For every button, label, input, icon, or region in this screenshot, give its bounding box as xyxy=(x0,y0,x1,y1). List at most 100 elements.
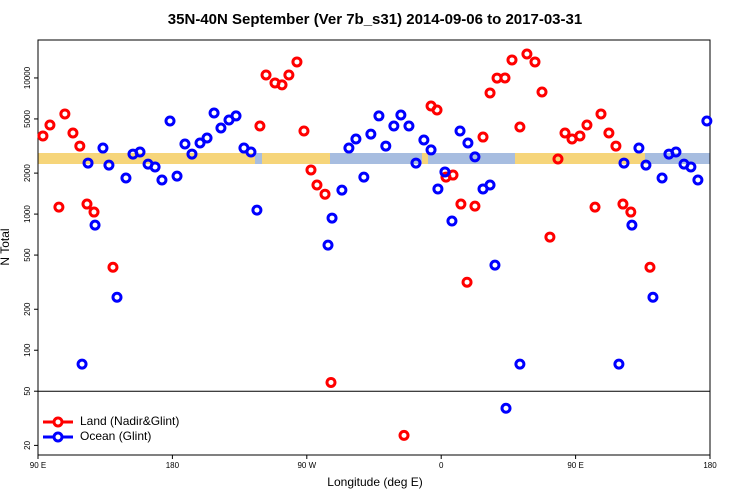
point xyxy=(469,151,481,163)
y-tick-label: 20 xyxy=(23,440,32,449)
point xyxy=(81,198,93,210)
point xyxy=(500,402,512,414)
point xyxy=(477,131,489,143)
point xyxy=(208,107,220,119)
point xyxy=(82,157,94,169)
point xyxy=(595,108,607,120)
point xyxy=(44,119,56,131)
point xyxy=(53,201,65,213)
point xyxy=(311,179,323,191)
point xyxy=(343,142,355,154)
y-tick-label: 500 xyxy=(23,248,32,262)
point xyxy=(484,87,496,99)
point xyxy=(230,110,242,122)
y-tick-label: 1000 xyxy=(23,205,32,223)
point xyxy=(656,172,668,184)
point xyxy=(276,79,288,91)
point xyxy=(625,206,637,218)
y-tick-label: 50 xyxy=(23,386,32,395)
point xyxy=(461,276,473,288)
point xyxy=(439,166,451,178)
point xyxy=(111,291,123,303)
ocean-strip xyxy=(645,153,710,164)
point xyxy=(403,120,415,132)
point xyxy=(506,54,518,66)
legend-marker xyxy=(52,416,64,428)
point xyxy=(319,188,331,200)
point xyxy=(215,122,227,134)
point xyxy=(120,172,132,184)
point xyxy=(633,142,645,154)
point xyxy=(305,164,317,176)
x-tick-label: 90 E xyxy=(30,461,46,470)
point xyxy=(373,110,385,122)
point xyxy=(251,204,263,216)
point xyxy=(395,109,407,121)
point xyxy=(156,174,168,186)
point xyxy=(97,142,109,154)
point xyxy=(149,161,161,173)
point xyxy=(37,130,49,142)
point xyxy=(388,120,400,132)
point xyxy=(107,261,119,273)
point xyxy=(171,170,183,182)
point xyxy=(489,259,501,271)
point xyxy=(499,72,511,84)
point xyxy=(89,219,101,231)
point xyxy=(74,140,86,152)
x-tick-label: 90 E xyxy=(567,461,583,470)
point xyxy=(194,137,206,149)
point xyxy=(446,215,458,227)
point xyxy=(179,138,191,150)
point xyxy=(67,127,79,139)
point xyxy=(298,125,310,137)
point xyxy=(425,144,437,156)
ocean-strip xyxy=(255,153,262,164)
point xyxy=(380,140,392,152)
chart-title: 35N-40N September (Ver 7b_s31) 2014-09-0… xyxy=(168,11,582,28)
point xyxy=(581,119,593,131)
x-tick-label: 0 xyxy=(439,461,444,470)
y-tick-label: 200 xyxy=(23,302,32,316)
point xyxy=(260,69,272,81)
point xyxy=(610,140,622,152)
point xyxy=(552,153,564,165)
point xyxy=(201,132,213,144)
point xyxy=(589,201,601,213)
legend-label: Ocean (Glint) xyxy=(80,429,151,443)
point xyxy=(350,133,362,145)
point xyxy=(644,261,656,273)
point xyxy=(454,125,466,137)
point xyxy=(365,128,377,140)
point xyxy=(484,179,496,191)
point xyxy=(59,108,71,120)
point xyxy=(283,69,295,81)
point xyxy=(418,134,430,146)
point xyxy=(245,146,257,158)
point xyxy=(186,148,198,160)
point xyxy=(574,130,586,142)
point xyxy=(103,159,115,171)
point xyxy=(613,358,625,370)
point xyxy=(514,358,526,370)
point xyxy=(254,120,266,132)
y-tick-label: 10000 xyxy=(23,66,32,89)
y-tick-label: 100 xyxy=(23,343,32,357)
point xyxy=(701,115,713,127)
point xyxy=(536,86,548,98)
point xyxy=(529,56,541,68)
point xyxy=(618,157,630,169)
x-tick-label: 180 xyxy=(703,461,717,470)
point xyxy=(640,159,652,171)
point xyxy=(336,184,348,196)
point xyxy=(322,239,334,251)
point xyxy=(514,121,526,133)
point xyxy=(398,429,410,441)
y-tick-label: 5000 xyxy=(23,109,32,127)
point xyxy=(692,174,704,186)
point xyxy=(462,137,474,149)
x-axis-label: Longitude (deg E) xyxy=(327,475,422,489)
y-tick-label: 2000 xyxy=(23,164,32,182)
